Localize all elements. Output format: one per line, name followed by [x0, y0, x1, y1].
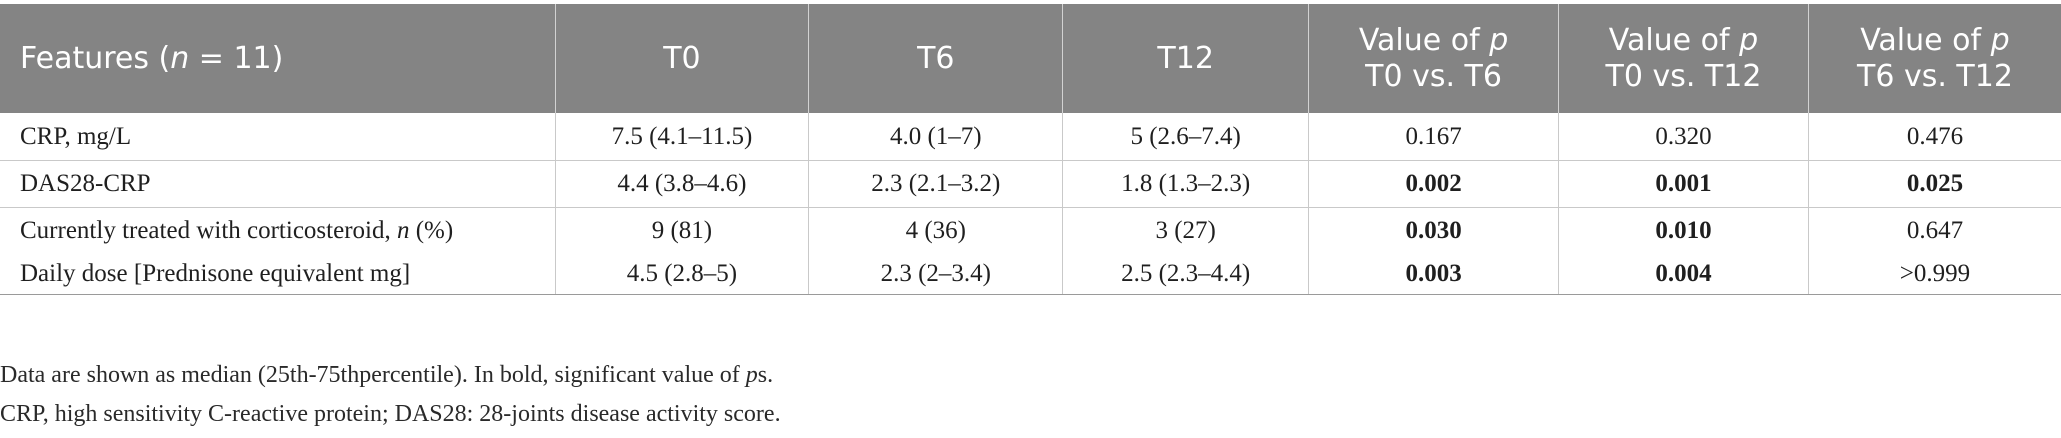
cell-t0: 9 (81) — [554, 207, 810, 254]
row-feature: CRP, mg/L — [0, 113, 556, 161]
table-row: CRP, mg/L 7.5 (4.1–11.5) 4.0 (1–7) 5 (2.… — [0, 113, 2061, 161]
cell-t0: 4.5 (2.8–5) — [554, 254, 810, 295]
row-feature: DAS28-CRP — [0, 160, 556, 208]
cell-p-t0-t6: 0.003 — [1308, 254, 1560, 295]
table-row: Daily dose [Prednisone equivalent mg] 4.… — [0, 254, 2061, 295]
cell-t0: 7.5 (4.1–11.5) — [554, 113, 810, 161]
cell-t6: 2.3 (2–3.4) — [808, 254, 1064, 295]
row-feature: Daily dose [Prednisone equivalent mg] — [0, 254, 556, 295]
header-features: Features (n = 11) — [0, 4, 556, 113]
cell-t12: 1.8 (1.3–2.3) — [1062, 160, 1310, 208]
cell-p-t6-t12: 0.476 — [1807, 113, 2061, 161]
cell-p-t0-t12: 0.001 — [1558, 160, 1809, 208]
header-p-t6-t12: Value of p T6 vs. T12 — [1807, 4, 2061, 113]
results-table: Features (n = 11) T0 T6 T12 Value of p T0… — [0, 4, 2061, 295]
header-t0: T0 — [554, 4, 810, 113]
cell-p-t0-t6: 0.167 — [1308, 113, 1560, 161]
header-p-t0-t6: Value of p T0 vs. T6 — [1308, 4, 1560, 113]
table-row: DAS28-CRP 4.4 (3.8–4.6) 2.3 (2.1–3.2) 1.… — [0, 160, 2061, 208]
cell-t6: 4.0 (1–7) — [808, 113, 1064, 161]
header-row: Features (n = 11) T0 T6 T12 Value of p T0… — [0, 4, 2061, 113]
cell-t12: 2.5 (2.3–4.4) — [1062, 254, 1310, 295]
cell-p-t6-t12: 0.647 — [1807, 207, 2061, 254]
header-p-t0-t12: Value of p T0 vs. T12 — [1558, 4, 1809, 113]
table-row: Currently treated with corticosteroid, n… — [0, 207, 2061, 254]
cell-p-t0-t6: 0.030 — [1308, 207, 1560, 254]
cell-p-t6-t12: 0.025 — [1807, 160, 2061, 208]
cell-t12: 3 (27) — [1062, 207, 1310, 254]
cell-p-t6-t12: >0.999 — [1807, 254, 2061, 295]
header-t6: T6 — [808, 4, 1064, 113]
cell-t6: 2.3 (2.1–3.2) — [808, 160, 1064, 208]
cell-p-t0-t12: 0.004 — [1558, 254, 1809, 295]
cell-t6: 4 (36) — [808, 207, 1064, 254]
cell-t0: 4.4 (3.8–4.6) — [554, 160, 810, 208]
cell-t12: 5 (2.6–7.4) — [1062, 113, 1310, 161]
table-footnote-abbreviations: CRP, high sensitivity C-reactive protein… — [0, 401, 781, 427]
cell-p-t0-t6: 0.002 — [1308, 160, 1560, 208]
header-t12: T12 — [1062, 4, 1310, 113]
row-feature: Currently treated with corticosteroid, n… — [0, 207, 556, 254]
cell-p-t0-t12: 0.010 — [1558, 207, 1809, 254]
table-footnote-data: Data are shown as median (25th-75thperce… — [0, 362, 774, 388]
cell-p-t0-t12: 0.320 — [1558, 113, 1809, 161]
